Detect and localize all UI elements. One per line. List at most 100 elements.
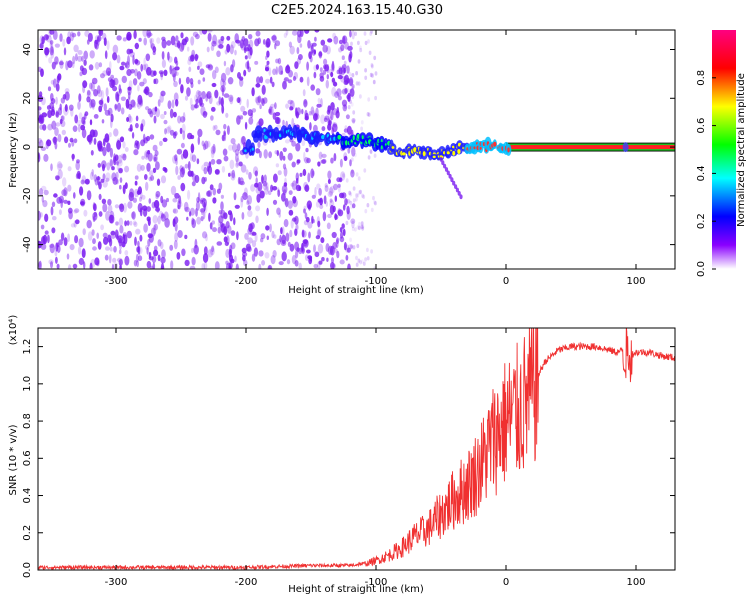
noise-speckle — [187, 46, 190, 52]
noise-speckle — [226, 35, 231, 41]
noise-speckle — [309, 55, 313, 63]
noise-speckle — [239, 180, 245, 186]
noise-speckle — [289, 45, 295, 55]
noise-speckle — [155, 161, 160, 171]
noise-speckle — [359, 189, 362, 195]
noise-speckle — [203, 261, 208, 269]
noise-speckle — [169, 65, 172, 75]
noise-speckle — [92, 212, 98, 221]
noise-speckle — [268, 151, 272, 159]
noise-speckle — [350, 204, 353, 210]
noise-speckle — [229, 96, 234, 105]
noise-speckle — [210, 158, 216, 165]
noise-speckle — [127, 91, 131, 100]
noise-speckle — [68, 142, 71, 148]
noise-speckle — [133, 30, 137, 40]
noise-speckle — [348, 77, 354, 87]
noise-speckle — [234, 255, 237, 263]
noise-speckle — [316, 228, 322, 238]
noise-speckle — [38, 210, 41, 221]
noise-speckle — [210, 44, 215, 52]
noise-speckle — [238, 96, 242, 106]
noise-speckle — [78, 112, 83, 120]
noise-speckle — [264, 252, 270, 259]
noise-speckle — [143, 208, 148, 217]
noise-speckle — [41, 195, 44, 203]
snr-line-layer — [38, 328, 675, 570]
noise-speckle — [43, 189, 49, 196]
noise-speckle — [327, 38, 333, 43]
noise-speckle — [317, 97, 321, 104]
signal-tail — [441, 160, 445, 166]
noise-speckle — [324, 185, 329, 192]
noise-speckle — [214, 124, 218, 130]
noise-speckle — [194, 238, 198, 249]
noise-speckle — [143, 86, 149, 94]
noise-speckle — [139, 81, 145, 87]
noise-speckle — [172, 208, 179, 214]
noise-speckle — [203, 166, 208, 175]
noise-speckle — [341, 223, 345, 229]
x-tick-label: -100 — [365, 276, 388, 287]
noise-speckle — [248, 116, 254, 125]
noise-speckle — [160, 175, 167, 184]
noise-speckle — [351, 220, 355, 229]
noise-speckle — [91, 102, 95, 110]
noise-speckle — [89, 262, 93, 269]
noise-speckle — [259, 190, 265, 199]
noise-speckle — [201, 91, 206, 100]
noise-speckle — [223, 93, 230, 98]
noise-speckle — [305, 147, 309, 153]
noise-speckle — [309, 122, 312, 131]
noise-speckle — [38, 66, 42, 72]
y-tick-label: 0.4 — [22, 488, 33, 504]
noise-speckle — [258, 250, 264, 257]
noise-speckle — [254, 170, 258, 177]
noise-speckle — [247, 44, 251, 52]
noise-speckle — [239, 39, 245, 49]
noise-speckle — [272, 199, 278, 205]
noise-speckle — [244, 232, 249, 240]
noise-speckle — [212, 70, 217, 80]
noise-speckle — [50, 93, 54, 101]
noise-speckle — [331, 263, 336, 269]
noise-speckle — [337, 183, 341, 188]
noise-speckle — [360, 224, 364, 230]
noise-speckle — [370, 62, 374, 68]
noise-speckle — [206, 46, 210, 53]
noise-speckle — [98, 211, 103, 217]
noise-speckle — [197, 192, 201, 202]
noise-speckle — [188, 211, 192, 217]
noise-speckle — [333, 35, 339, 45]
noise-speckle — [181, 248, 186, 257]
noise-speckle — [96, 36, 100, 46]
noise-speckle — [157, 239, 162, 247]
noise-speckle — [321, 257, 325, 262]
noise-speckle — [128, 127, 133, 132]
noise-speckle — [50, 261, 53, 269]
noise-speckle — [223, 155, 229, 162]
signal-core — [337, 135, 342, 140]
noise-speckle — [207, 63, 213, 70]
noise-speckle — [136, 71, 142, 80]
noise-speckle — [247, 205, 252, 211]
noise-speckle — [298, 262, 302, 269]
noise-speckle — [115, 230, 120, 240]
noise-speckle — [162, 137, 168, 142]
noise-speckle — [354, 31, 357, 36]
noise-speckle — [250, 184, 256, 192]
figure-title: C2E5.2024.163.15.40.G30 — [271, 3, 443, 18]
noise-speckle — [150, 175, 155, 181]
noise-speckle — [337, 75, 343, 80]
noise-speckle — [67, 166, 72, 172]
noise-speckle — [101, 119, 105, 124]
noise-speckle — [174, 222, 178, 232]
noise-speckle — [178, 77, 182, 85]
noise-speckle — [106, 162, 111, 171]
noise-speckle — [275, 66, 278, 76]
noise-speckle — [361, 224, 365, 229]
noise-speckle — [320, 237, 325, 244]
noise-speckle — [330, 71, 334, 78]
noise-speckle — [119, 177, 123, 183]
noise-speckle — [116, 161, 119, 166]
